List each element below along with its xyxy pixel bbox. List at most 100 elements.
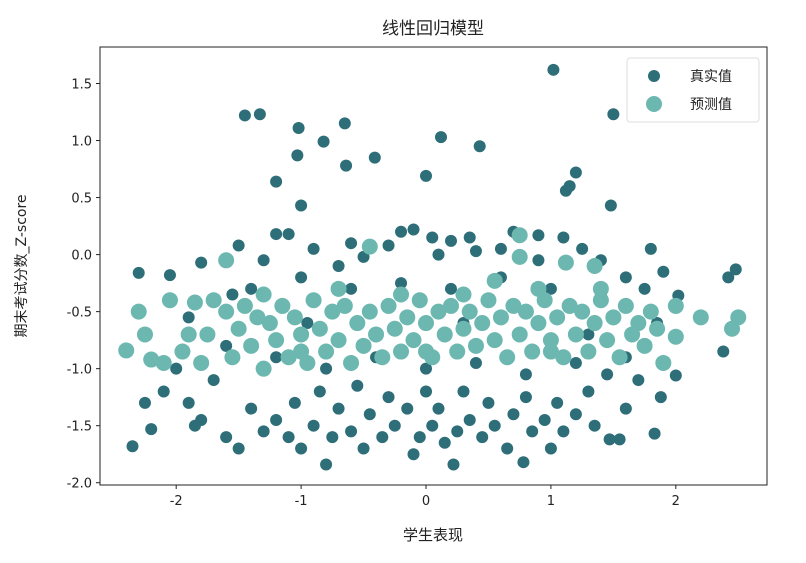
actual-point xyxy=(538,413,551,426)
actual-point xyxy=(463,413,476,426)
predicted-point xyxy=(730,309,747,326)
actual-point xyxy=(601,368,614,381)
predicted-point xyxy=(592,280,609,297)
actual-point xyxy=(557,425,570,438)
predicted-point xyxy=(592,292,609,309)
actual-point xyxy=(132,266,145,279)
actual-point xyxy=(482,396,495,409)
actual-point xyxy=(532,229,545,242)
x-tick-label: 1 xyxy=(547,494,555,509)
actual-point xyxy=(301,317,314,330)
actual-point xyxy=(444,282,457,295)
actual-point xyxy=(345,425,358,438)
actual-point xyxy=(654,391,667,404)
actual-point xyxy=(619,402,632,415)
predicted-point xyxy=(511,326,528,343)
actual-point xyxy=(444,234,457,247)
predicted-point xyxy=(243,337,260,354)
predicted-point xyxy=(461,303,478,320)
predicted-point xyxy=(186,294,203,311)
predicted-point xyxy=(330,280,347,297)
actual-point xyxy=(469,245,482,258)
actual-point xyxy=(232,442,245,455)
actual-point xyxy=(332,402,345,415)
actual-point xyxy=(588,419,601,432)
actual-point xyxy=(476,431,489,444)
actual-point xyxy=(295,442,308,455)
predicted-point xyxy=(505,297,522,314)
actual-point xyxy=(245,282,258,295)
predicted-point xyxy=(393,286,410,303)
predicted-point xyxy=(455,320,472,337)
actual-point xyxy=(320,362,333,375)
predicted-point xyxy=(280,349,297,366)
predicted-point xyxy=(336,297,353,314)
actual-point xyxy=(551,396,564,409)
predicted-point xyxy=(530,280,547,297)
predicted-point xyxy=(180,326,197,343)
actual-point xyxy=(245,402,258,415)
actual-point xyxy=(282,431,295,444)
actual-point xyxy=(463,231,476,244)
actual-point xyxy=(669,369,682,382)
actual-point xyxy=(138,396,151,409)
actual-point xyxy=(447,458,460,471)
predicted-point xyxy=(580,343,597,360)
predicted-point xyxy=(143,351,160,368)
chart-title: 线性回归模型 xyxy=(382,19,484,39)
actual-point xyxy=(569,356,582,369)
legend: 真实值 预测值 xyxy=(626,57,760,123)
predicted-point xyxy=(193,354,210,371)
predicted-point xyxy=(380,297,397,314)
actual-point xyxy=(270,351,283,364)
actual-point xyxy=(345,237,358,250)
predicted-point xyxy=(655,354,672,371)
actual-point xyxy=(345,282,358,295)
actual-point xyxy=(395,225,408,238)
y-tick-label: 1.0 xyxy=(71,135,92,150)
predicted-point xyxy=(374,349,391,366)
predicted-point xyxy=(649,320,666,337)
predicted-point xyxy=(542,332,559,349)
actual-point xyxy=(717,345,730,358)
predicted-point xyxy=(511,227,528,244)
actual-point xyxy=(163,269,176,282)
actual-point xyxy=(368,151,381,164)
y-tick-label: -0.5 xyxy=(67,306,92,321)
actual-point xyxy=(603,433,616,446)
actual-point xyxy=(619,271,632,284)
predicted-point xyxy=(611,349,628,366)
actual-point xyxy=(644,242,657,255)
predicted-point xyxy=(486,332,503,349)
predicted-point xyxy=(557,254,574,271)
actual-point xyxy=(457,385,470,398)
predicted-point xyxy=(636,337,653,354)
actual-point xyxy=(607,108,620,121)
actual-point xyxy=(232,239,245,252)
predicted-point xyxy=(555,349,572,366)
actual-point xyxy=(207,374,220,387)
actual-point xyxy=(326,431,339,444)
actual-point xyxy=(648,427,661,440)
actual-point xyxy=(226,288,239,301)
predicted-point xyxy=(399,309,416,326)
predicted-point xyxy=(293,343,310,360)
actual-point xyxy=(613,433,626,446)
y-tick-label: 0.5 xyxy=(71,192,92,207)
actual-point xyxy=(604,199,617,212)
predicted-point xyxy=(542,343,559,360)
actual-point xyxy=(426,231,439,244)
predicted-point xyxy=(330,332,347,349)
predicted-point xyxy=(530,315,547,332)
actual-point xyxy=(253,108,266,121)
actual-point xyxy=(526,425,539,438)
actual-point xyxy=(729,263,742,276)
x-tick-label: -1 xyxy=(295,494,308,509)
actual-point xyxy=(532,254,545,267)
predicted-point xyxy=(567,326,584,343)
actual-point xyxy=(357,442,370,455)
actual-point xyxy=(170,362,183,375)
predicted-point xyxy=(442,297,459,314)
x-axis-label: 学生表现 xyxy=(403,526,463,544)
actual-point xyxy=(288,396,301,409)
